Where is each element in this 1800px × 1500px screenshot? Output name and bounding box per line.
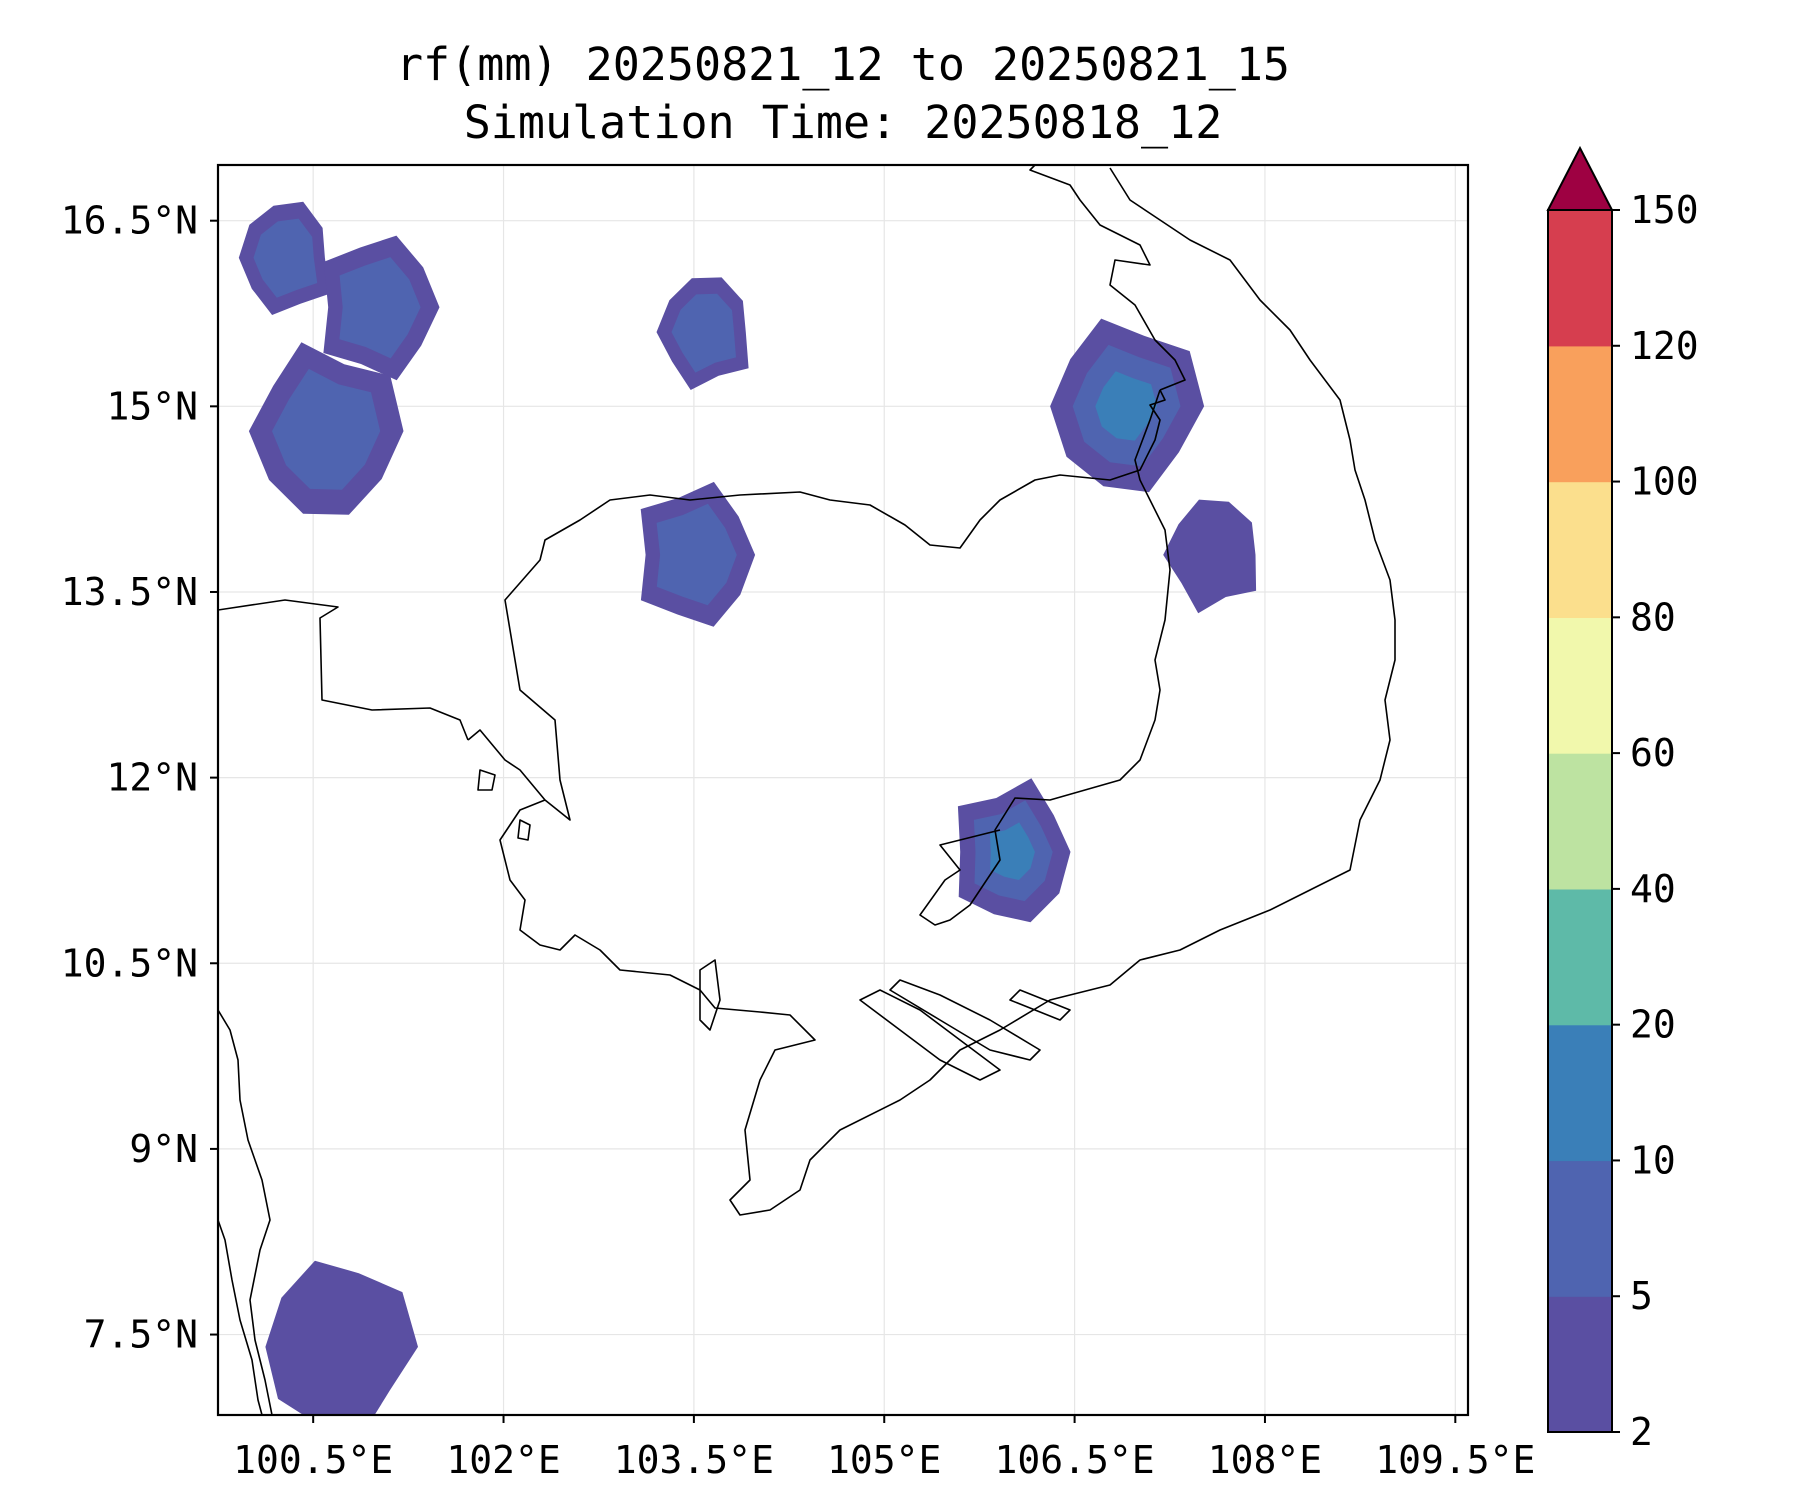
rain-area [957,778,1071,923]
colorbar-tick-label: 150 [1630,188,1699,232]
laos-cambodia-border [919,389,1171,926]
colorbar-segment [1548,1296,1612,1433]
colorbar: 2 5 10 20 40 60 80 100 120 150 [1546,145,1699,1454]
y-tick-label: 12°N [106,756,198,800]
colorbar-extend-arrow [1546,145,1614,211]
y-tick-label: 15°N [106,384,198,428]
rain-area [238,201,330,315]
rain-area [265,1260,418,1415]
colorbar-segment [1548,1160,1612,1297]
colorbar-segment [1548,753,1612,890]
malay-peninsula-coast [218,1009,273,1415]
colorbar-segment [1548,481,1612,618]
colorbar-tick-label: 120 [1630,324,1699,368]
rain-area [1163,499,1257,614]
y-tick-label: 16.5°N [61,199,198,243]
colorbar-segment [1548,210,1612,347]
rain-contour-level-1 [671,293,736,373]
colorbar-tick-label: 2 [1630,1410,1653,1454]
colorbar-tick-label: 80 [1630,595,1676,639]
mekong-delta-islands [859,979,1071,1081]
rain-contour-level-0 [1163,499,1257,614]
y-tick-label: 9°N [129,1127,198,1171]
rain-contour-level-1 [339,257,421,359]
rain-contour-level-2 [989,822,1035,880]
x-axis-ticks: 100.5°E 102°E 103.5°E 105°E 106.5°E 108°E 109.… [233,1415,1535,1482]
map-title: rf(mm) 20250821_12 to 20250821_15 [395,38,1291,91]
x-tick-label: 106.5°E [995,1438,1155,1482]
colorbar-tick-label: 20 [1630,1003,1676,1047]
x-tick-label: 103.5°E [614,1438,774,1482]
rain-contour-level-1 [272,368,381,490]
gulf-islands [477,769,721,1031]
y-axis-ticks: 16.5°N 15°N 13.5°N 12°N 10.5°N 9°N 7.5°N [61,199,218,1357]
colorbar-tick-label: 60 [1630,731,1676,775]
rain-contour-level-1 [656,503,737,606]
laos-vietnam-border [1029,165,1186,391]
colorbar-tick-label: 100 [1630,460,1699,504]
thailand-cambodia-border [218,599,469,741]
colorbar-tick-label: 10 [1630,1138,1676,1182]
colorbar-segment [1548,345,1612,483]
gulf-of-thailand-west-coast [218,1219,263,1415]
x-tick-label: 109.5°E [1375,1438,1535,1482]
map-subtitle: Simulation Time: 20250818_12 [463,96,1223,149]
rain-area [656,277,749,390]
rainfall-contours [238,201,1257,1415]
colorbar-segment [1548,888,1612,1026]
y-tick-label: 7.5°N [84,1313,198,1357]
rain-area [640,481,756,627]
rain-contour-level-0 [265,1260,418,1415]
map-panel [218,165,1396,1415]
y-tick-label: 13.5°N [61,570,198,614]
rain-area [248,342,404,515]
rain-area [1050,318,1205,493]
colorbar-tick-label: 40 [1630,867,1676,911]
rain-contour-level-1 [253,218,318,298]
y-tick-label: 10.5°N [61,941,198,985]
x-tick-label: 105°E [827,1438,941,1482]
rain-contour-level-2 [1095,371,1157,441]
colorbar-tick-label: 5 [1630,1274,1653,1318]
x-tick-label: 102°E [446,1438,560,1482]
coastlines-and-borders [218,165,1396,1415]
x-tick-label: 108°E [1208,1438,1322,1482]
colorbar-frame [1547,209,1613,1433]
x-tick-label: 100.5°E [233,1438,393,1482]
map-frame [216,163,1470,1417]
rain-area [323,235,440,381]
colorbar-segment [1548,1024,1612,1162]
vietnam-coast [499,167,1396,1216]
cambodia-outline [467,389,1166,821]
colorbar-segment [1548,617,1612,754]
